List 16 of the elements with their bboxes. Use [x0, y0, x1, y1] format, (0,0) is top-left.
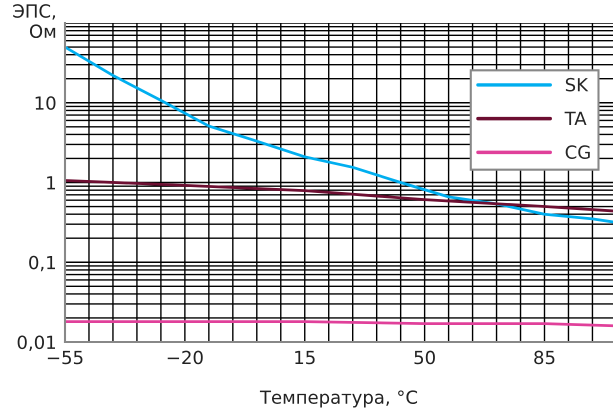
y-tick-label: 0,01	[18, 335, 55, 351]
y-tick-label: 1	[47, 176, 55, 190]
legend-label: TA	[564, 112, 587, 125]
y-axis-title: ЭПС, Ом	[13, 4, 56, 38]
x-tick-label: 50	[414, 350, 435, 364]
legend-label: CG	[566, 145, 590, 159]
line-series	[65, 179, 613, 212]
x-tick-label: −55	[48, 350, 82, 364]
x-tick-label: −20	[168, 350, 203, 364]
x-tick-label: 85	[534, 350, 554, 364]
y-tick-label: 0,1	[29, 256, 55, 272]
line-series	[65, 46, 613, 224]
y-tick-label: 10	[36, 96, 56, 110]
legend-label: SK	[566, 78, 588, 92]
x-tick-label: 15	[295, 350, 315, 364]
x-axis-title: Температура, °C	[260, 390, 418, 408]
